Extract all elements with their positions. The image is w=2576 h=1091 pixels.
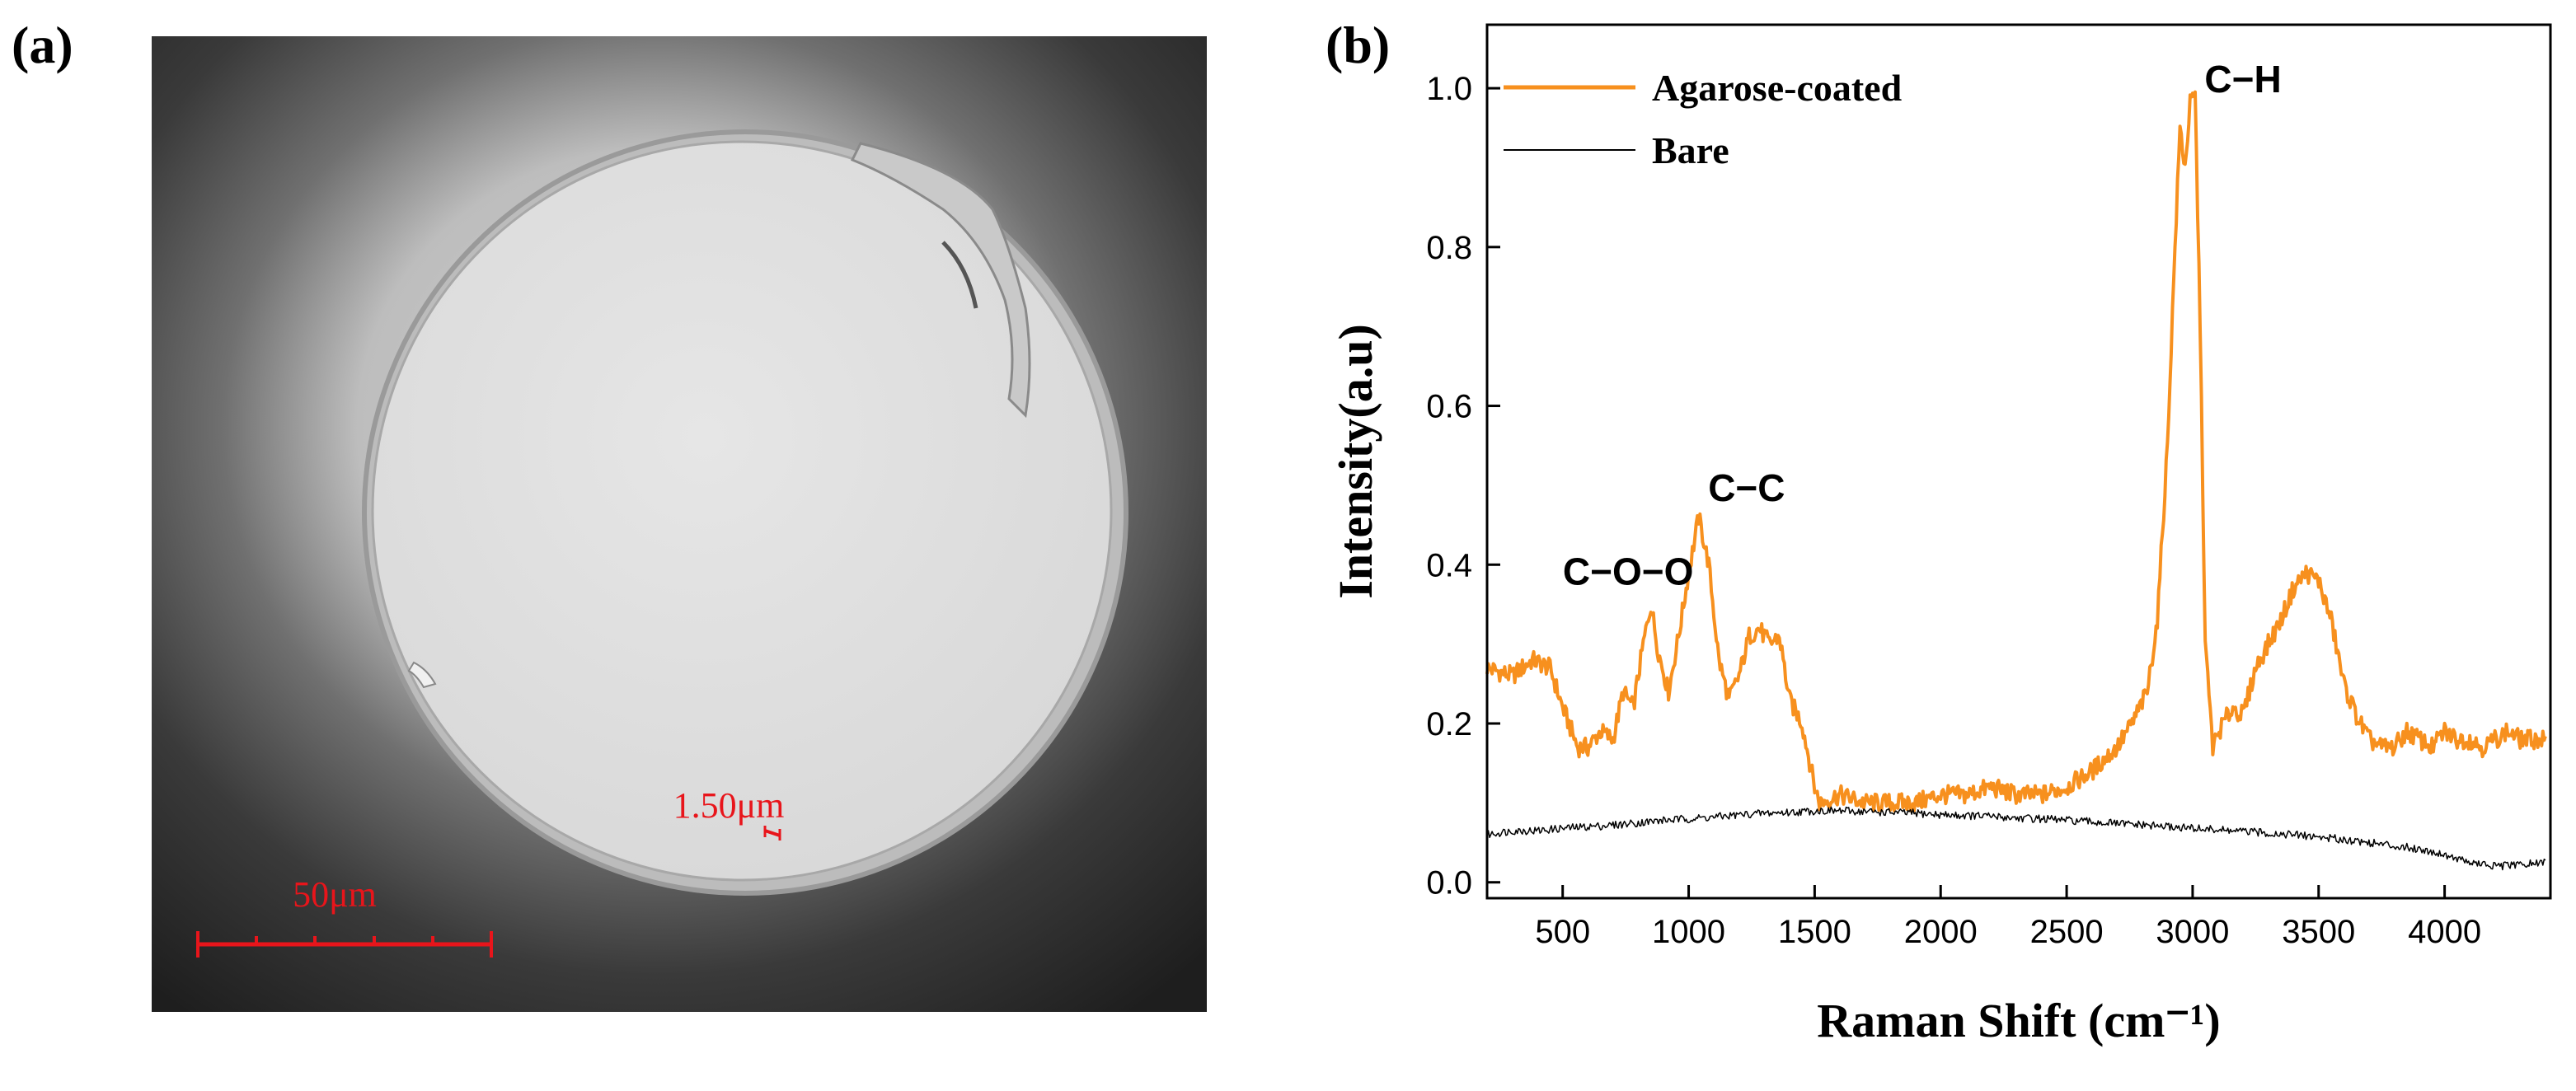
- coating-defect: [850, 142, 1031, 419]
- peak-annotation: C−C: [1708, 466, 1785, 509]
- x-tick-label: 1500: [1778, 914, 1851, 950]
- coating-chip: [407, 661, 437, 689]
- x-tick-label: 500: [1535, 914, 1590, 950]
- legend-label: Agarose-coated: [1652, 67, 1903, 109]
- y-tick-label: 0.2: [1426, 706, 1472, 742]
- x-tick-label: 3500: [2282, 914, 2355, 950]
- series-line-bare: [1486, 806, 2546, 871]
- legend: Agarose-coated Bare: [1504, 67, 1903, 171]
- y-tick-label: 0.8: [1426, 230, 1472, 266]
- y-axis-label: Intensity(a.u): [1329, 324, 1382, 599]
- fiber-cross-section: [371, 140, 1113, 882]
- scale-bar-label: 50μm: [293, 874, 377, 915]
- x-tick-label: 2500: [2030, 914, 2104, 950]
- peak-annotation: C−H: [2204, 58, 2281, 101]
- series-line-agarose-coated: [1485, 90, 2547, 812]
- y-tick-label: 0.6: [1426, 389, 1472, 425]
- thickness-label: 1.50μm: [673, 785, 785, 826]
- y-tick-label: 0.0: [1426, 865, 1472, 901]
- x-tick-label: 1000: [1652, 914, 1725, 950]
- legend-label: Bare: [1652, 129, 1729, 171]
- x-tick-label: 4000: [2408, 914, 2481, 950]
- panel-b-label: (b): [1326, 16, 1391, 74]
- raman-chart: 500 1000 1500 2000 2500 3000 3500 4000 0.0 0.2 0.4…: [1329, 23, 2552, 1047]
- coating-crack: [941, 241, 978, 309]
- x-tick-label: 3000: [2156, 914, 2229, 950]
- panel-a-label: (a): [12, 16, 73, 74]
- sem-image: 1.50μm 50μm: [152, 36, 1207, 1012]
- scale-bar: [196, 931, 493, 958]
- peak-annotation: C−O−O: [1563, 550, 1694, 592]
- y-tick-label: 0.4: [1426, 547, 1472, 583]
- thickness-marker: [764, 829, 781, 837]
- x-tick-label: 2000: [1904, 914, 1978, 950]
- plot-frame: [1485, 23, 2552, 900]
- y-tick-label: 1.0: [1426, 71, 1472, 107]
- x-axis-label: Raman Shift (cm⁻¹): [1817, 994, 2220, 1047]
